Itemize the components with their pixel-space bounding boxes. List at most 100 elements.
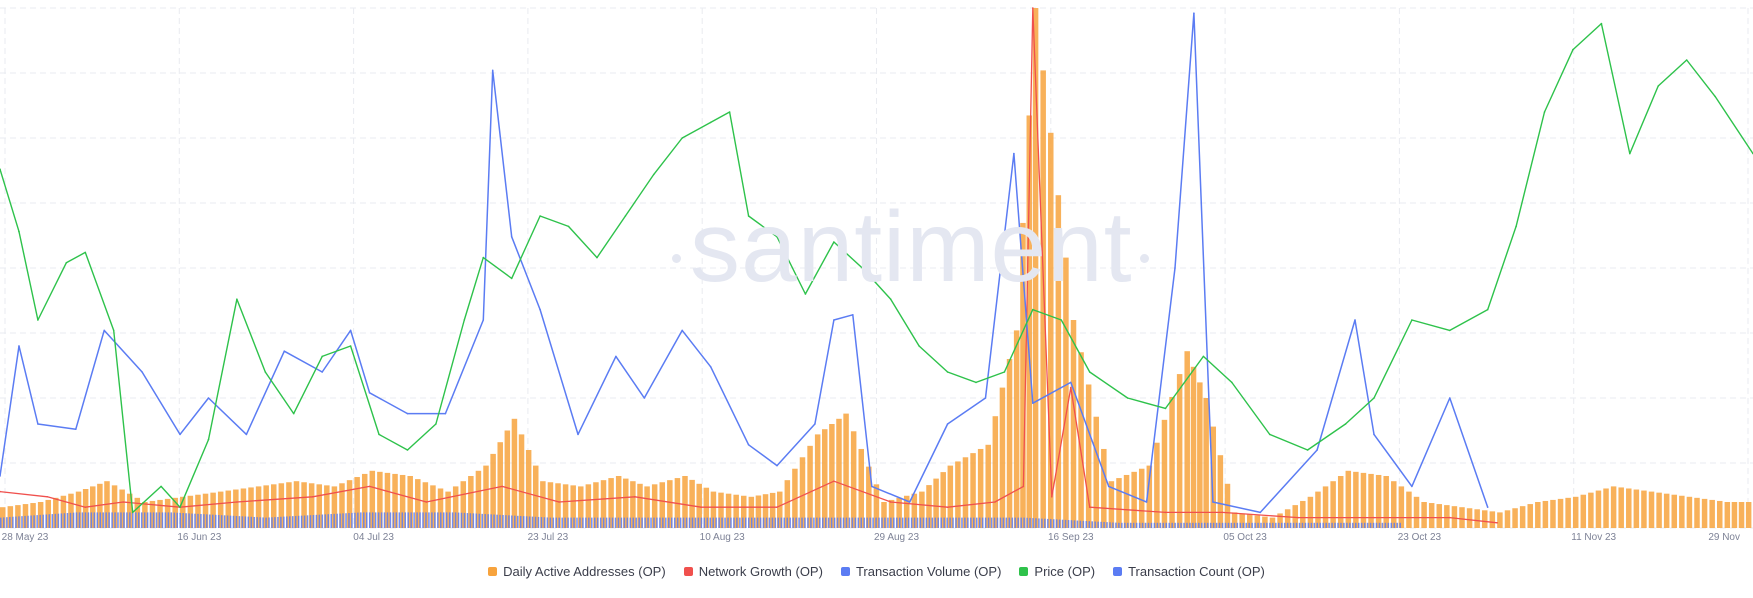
bar-transaction-count	[1346, 522, 1348, 528]
bar-daily-active-addresses	[718, 492, 724, 528]
bar-transaction-count	[543, 517, 546, 528]
bar-transaction-count	[259, 517, 261, 528]
bar-transaction-count	[84, 512, 87, 528]
line-price-point	[747, 215, 750, 217]
line-network-growth-point	[0, 490, 1, 493]
bar-transaction-count	[1041, 518, 1043, 528]
bar-transaction-count	[1233, 522, 1236, 528]
bar-transaction-count	[819, 517, 821, 528]
bar-transaction-count	[348, 513, 350, 528]
bar-transaction-count	[588, 517, 590, 528]
bar-daily-active-addresses	[1277, 513, 1283, 528]
bar-transaction-count	[647, 517, 649, 528]
bar-transaction-count	[866, 517, 868, 528]
line-price-point	[681, 137, 684, 139]
bar-transaction-count	[1150, 522, 1153, 528]
line-transaction-volume-point	[681, 329, 684, 332]
bar-daily-active-addresses	[1307, 496, 1314, 528]
bar-daily-active-addresses	[651, 484, 658, 528]
line-transaction-volume-point	[1013, 152, 1015, 155]
bar-transaction-count	[1289, 522, 1292, 528]
bar-transaction-count	[1198, 522, 1200, 528]
bar-transaction-count	[733, 517, 735, 528]
bar-transaction-count	[786, 517, 788, 528]
bar-transaction-count	[682, 517, 685, 528]
bar-transaction-count	[238, 516, 241, 528]
bar-transaction-count	[1153, 522, 1156, 528]
bar-transaction-count	[93, 512, 96, 528]
bar-daily-active-addresses	[331, 486, 338, 528]
bar-transaction-count	[365, 512, 368, 528]
watermark-dot-left	[672, 254, 681, 263]
bar-daily-active-addresses	[1383, 476, 1389, 528]
bar-daily-active-addresses	[1603, 488, 1609, 528]
bar-transaction-count	[496, 514, 498, 528]
legend-item-daily-active-addresses[interactable]: Daily Active Addresses (OP)	[488, 564, 666, 579]
bar-daily-active-addresses	[1093, 416, 1099, 528]
bar-transaction-count	[679, 517, 682, 528]
legend-item-transaction-volume[interactable]: Transaction Volume (OP)	[840, 564, 1001, 579]
bar-transaction-count	[528, 516, 531, 528]
line-transaction-volume-point	[643, 397, 646, 399]
bar-transaction-count	[1050, 519, 1052, 528]
bar-transaction-count	[360, 512, 362, 528]
bar-transaction-count	[807, 517, 809, 528]
line-transaction-volume-point	[1486, 506, 1489, 509]
bar-daily-active-addresses	[829, 424, 835, 528]
bar-daily-active-addresses	[60, 495, 67, 528]
line-transaction-volume-point	[870, 485, 873, 488]
x-tick-label: 10 Aug 23	[700, 532, 745, 543]
bar-transaction-count	[368, 512, 371, 528]
bar-transaction-count	[303, 515, 306, 528]
bar-daily-active-addresses	[324, 485, 330, 528]
bar-transaction-count	[594, 517, 596, 528]
line-network-growth-point	[311, 496, 314, 498]
bar-transaction-count	[137, 512, 140, 528]
bar-transaction-count	[1206, 522, 1209, 528]
bar-transaction-count	[146, 512, 149, 528]
bar-daily-active-addresses	[422, 482, 429, 528]
bar-daily-active-addresses	[1184, 351, 1190, 528]
bar-transaction-count	[901, 517, 904, 528]
bar-daily-active-addresses	[504, 430, 511, 528]
bar-transaction-count	[851, 517, 854, 528]
legend-item-network-growth[interactable]: Network Growth (OP)	[683, 564, 823, 579]
bar-transaction-count	[179, 512, 181, 528]
bar-transaction-count	[952, 517, 954, 528]
bar-transaction-count	[499, 514, 501, 528]
bar-transaction-count	[1396, 522, 1398, 528]
bar-transaction-count	[36, 515, 38, 528]
bar-daily-active-addresses	[525, 450, 532, 528]
bar-transaction-count	[1280, 522, 1283, 528]
bar-transaction-count	[460, 512, 463, 528]
bar-daily-active-addresses	[1610, 486, 1617, 528]
bar-transaction-count	[1121, 522, 1123, 528]
bar-transaction-count	[810, 517, 812, 528]
bar-transaction-count	[993, 517, 996, 528]
legend-item-price[interactable]: Price (OP)	[1019, 564, 1095, 579]
bar-daily-active-addresses	[777, 491, 783, 528]
line-price-point	[1657, 85, 1660, 87]
bar-transaction-count	[1319, 522, 1321, 528]
line-price-point	[292, 412, 295, 415]
line-network-growth-point	[122, 501, 124, 503]
bar-daily-active-addresses	[490, 453, 496, 528]
bar-transaction-count	[105, 512, 107, 528]
bar-daily-active-addresses	[608, 478, 614, 528]
bar-transaction-count	[958, 517, 960, 528]
bar-transaction-count	[549, 517, 552, 528]
bar-transaction-count	[253, 516, 255, 528]
legend-item-transaction-count[interactable]: Transaction Count (OP)	[1113, 564, 1265, 579]
line-price-point	[1164, 407, 1167, 410]
bar-transaction-count	[1058, 519, 1061, 528]
line-network-growth-point	[84, 506, 87, 509]
bar-daily-active-addresses	[623, 478, 629, 528]
bar-transaction-count	[262, 517, 264, 528]
bar-daily-active-addresses	[255, 486, 262, 528]
bar-transaction-count	[9, 516, 11, 528]
line-price-point	[1268, 433, 1271, 436]
bar-transaction-count	[608, 517, 611, 528]
bar-transaction-count	[620, 517, 623, 528]
bar-daily-active-addresses	[195, 494, 201, 528]
bar-transaction-count	[842, 517, 845, 528]
